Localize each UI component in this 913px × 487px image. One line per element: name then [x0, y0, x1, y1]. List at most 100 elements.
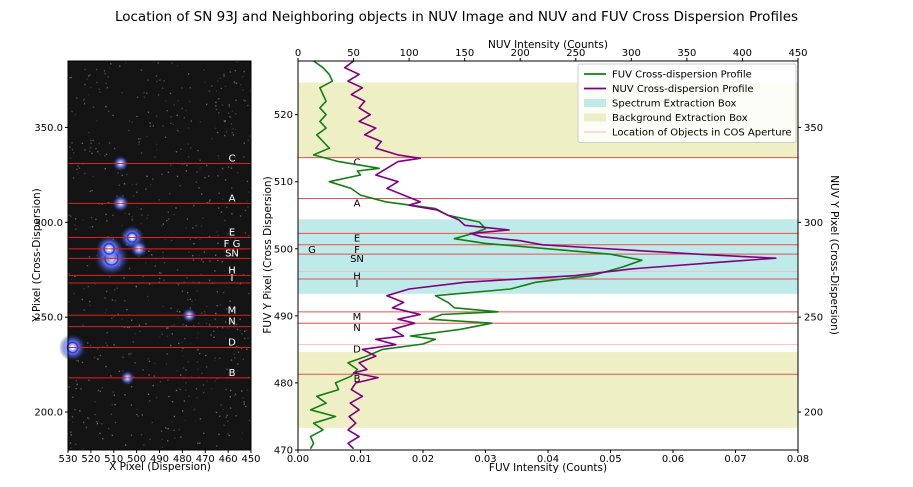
noise-speck: [104, 155, 106, 157]
noise-speck: [221, 260, 224, 263]
noise-speck: [248, 292, 250, 295]
object-label: SN: [350, 254, 364, 265]
noise-speck: [182, 355, 184, 357]
object-label: C: [354, 158, 361, 169]
noise-speck: [136, 191, 138, 193]
noise-speck: [201, 312, 203, 314]
noise-speck: [112, 114, 114, 116]
noise-speck: [215, 445, 218, 447]
noise-speck: [226, 327, 229, 329]
noise-speck: [142, 275, 144, 277]
noise-speck: [84, 68, 86, 71]
noise-speck: [241, 333, 243, 335]
x-tick-label: 510: [104, 454, 123, 465]
legend-box: [577, 63, 797, 143]
noise-speck: [236, 370, 239, 372]
noise-speck: [193, 409, 195, 411]
noise-speck: [131, 218, 133, 220]
noise-speck: [159, 79, 161, 81]
y2-tick-label: 200: [804, 408, 823, 419]
noise-speck: [228, 104, 230, 106]
noise-speck: [193, 325, 195, 327]
noise-speck: [136, 413, 138, 416]
noise-speck: [77, 165, 79, 167]
noise-speck: [215, 105, 217, 107]
noise-speck: [202, 261, 204, 263]
noise-speck: [158, 272, 161, 274]
noise-speck: [161, 224, 163, 227]
noise-speck: [69, 77, 71, 79]
noise-speck: [234, 156, 236, 158]
noise-speck: [182, 323, 184, 326]
noise-speck: [195, 388, 198, 390]
noise-speck: [99, 91, 101, 93]
noise-speck: [219, 304, 222, 306]
noise-speck: [214, 318, 216, 320]
noise-speck: [186, 277, 188, 279]
noise-speck: [184, 337, 186, 340]
noise-speck: [176, 310, 178, 312]
noise-speck: [193, 408, 196, 410]
noise-speck: [227, 420, 229, 422]
noise-speck: [190, 342, 192, 345]
noise-speck: [153, 61, 155, 63]
noise-speck: [124, 394, 126, 396]
noise-speck: [68, 214, 70, 216]
noise-speck: [86, 265, 89, 267]
noise-speck: [82, 219, 84, 221]
noise-speck: [155, 115, 158, 117]
noise-speck: [206, 366, 208, 368]
noise-speck: [166, 327, 168, 329]
noise-speck: [156, 149, 158, 151]
noise-speck: [183, 117, 186, 119]
noise-speck: [218, 433, 220, 435]
noise-speck: [177, 317, 180, 319]
noise-speck: [141, 214, 143, 216]
noise-speck: [128, 129, 130, 132]
noise-speck: [188, 251, 190, 253]
noise-speck: [128, 326, 130, 329]
noise-speck: [199, 418, 202, 420]
noise-speck: [166, 219, 168, 222]
noise-speck: [196, 397, 198, 399]
noise-speck: [81, 298, 83, 301]
noise-speck: [215, 377, 218, 380]
noise-speck: [163, 279, 165, 281]
noise-speck: [169, 92, 172, 95]
fuv-y-axis-label: FUV Y Pixel (Cross Dispersion): [262, 176, 274, 333]
noise-speck: [83, 288, 85, 290]
noise-speck: [197, 442, 199, 444]
noise-speck: [185, 109, 187, 112]
noise-speck: [91, 226, 94, 228]
object-label: D: [228, 338, 236, 349]
noise-speck: [105, 290, 108, 293]
noise-speck: [72, 152, 75, 154]
noise-speck: [187, 361, 190, 363]
noise-speck: [181, 163, 184, 165]
object-label: N: [353, 323, 360, 334]
noise-speck: [242, 397, 244, 399]
noise-speck: [114, 289, 116, 291]
noise-speck: [177, 130, 180, 132]
noise-speck: [138, 138, 140, 140]
noise-speck: [181, 87, 183, 89]
noise-speck: [162, 305, 164, 308]
noise-speck: [155, 75, 158, 77]
noise-speck: [121, 318, 123, 320]
noise-speck: [215, 108, 218, 111]
noise-speck: [149, 184, 152, 186]
noise-speck: [123, 277, 125, 279]
noise-speck: [90, 86, 92, 89]
noise-speck: [88, 418, 90, 420]
noise-speck: [113, 344, 115, 346]
noise-speck: [246, 180, 249, 183]
noise-speck: [70, 76, 72, 79]
noise-speck: [184, 419, 186, 422]
noise-speck: [247, 206, 249, 208]
x-tick-label: 0.01: [349, 454, 371, 465]
noise-speck: [221, 198, 224, 200]
y-tick-label: 510: [274, 177, 293, 188]
noise-speck: [138, 141, 140, 143]
noise-speck: [97, 358, 99, 361]
noise-speck: [73, 293, 75, 295]
